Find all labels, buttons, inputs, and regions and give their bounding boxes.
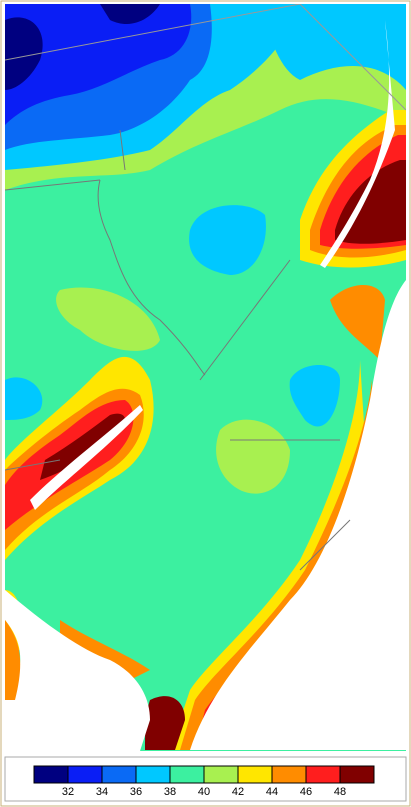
zone-46e (60, 620, 150, 680)
legend-tick-label: 34 (96, 786, 108, 798)
zone-38d (289, 365, 340, 427)
state-lines (5, 4, 406, 111)
zone-42c (216, 419, 290, 494)
legend-tick-label: 42 (232, 786, 244, 798)
legend-swatch (203, 765, 239, 784)
zone-34 (5, 4, 192, 125)
zone-50 (40, 413, 126, 480)
zone-42b (56, 287, 160, 351)
legend-tick-label: 38 (164, 786, 176, 798)
legend-swatch (169, 765, 205, 784)
legend-swatch (305, 765, 341, 784)
zone-32 (5, 17, 43, 90)
legend-tick-label: 48 (334, 786, 346, 798)
zone-38e (5, 377, 43, 420)
legend-tick-label: 46 (300, 786, 312, 798)
hudson-river (320, 20, 395, 268)
color-legend: 32 34 36 38 40 42 44 46 48 (4, 756, 407, 802)
delaware-bay (5, 590, 150, 751)
zone-46c (330, 285, 385, 360)
legend-tick-label: 44 (266, 786, 278, 798)
legend-swatch (101, 765, 137, 784)
ocean (190, 280, 406, 750)
legend-swatch (135, 765, 171, 784)
county-lines (5, 129, 351, 571)
zone-32b (100, 4, 160, 25)
zone-46f (5, 620, 21, 700)
legend-swatch (339, 765, 375, 784)
legend-swatch (67, 765, 103, 784)
zone-38c (189, 205, 266, 275)
temperature-map (5, 4, 406, 751)
legend-swatch (237, 765, 273, 784)
zone-38b (260, 4, 406, 90)
legend-tick-label: 40 (198, 786, 210, 798)
zone-50c (145, 696, 185, 750)
legend-swatch (271, 765, 307, 784)
legend-swatch (33, 765, 69, 784)
legend-tick-label: 32 (62, 786, 74, 798)
legend-tick-label: 36 (130, 786, 142, 798)
delaware-river (30, 405, 143, 510)
